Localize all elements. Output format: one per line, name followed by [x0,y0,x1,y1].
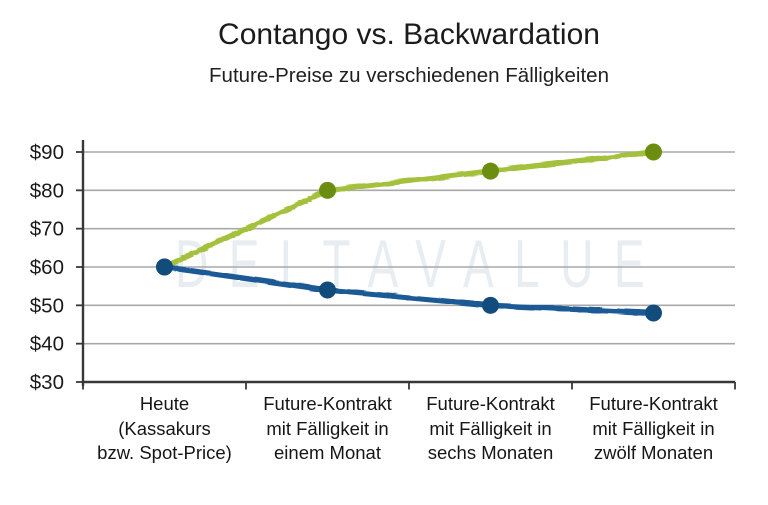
y-tick-label: $80 [30,179,64,202]
x-axis-label: Future-Kontrakt mit Fälligkeit in einem … [263,393,392,463]
y-tick-label: $90 [30,141,64,164]
y-tick-label: $30 [30,371,64,394]
watermark-text: DELTAVALUE [175,226,665,302]
data-point-contango [482,162,499,180]
chart-subtitle: Future-Preise zu verschiedenen Fälligkei… [209,64,609,87]
x-axis-label: Heute (Kassakurs bzw. Spot-Price) [97,393,232,463]
y-tick-label: $60 [30,256,64,279]
data-point-backwardation [645,304,662,322]
series-line-backwardation [161,264,657,316]
data-point-backwardation [319,281,336,299]
x-axis-label: Future-Kontrakt mit Fälligkeit in zwölf … [589,393,718,463]
data-point-contango [319,181,336,199]
y-tick-label: $50 [30,294,64,317]
y-tick-label: $40 [30,333,64,356]
series-line-contango [161,149,657,270]
data-point-backwardation [482,296,499,314]
y-tick-label: $70 [30,218,64,241]
x-axis-labels: Heute (Kassakurs bzw. Spot-Price) Future-… [83,392,735,466]
x-axis-label: Future-Kontrakt mit Fälligkeit in sechs … [426,393,555,463]
data-point-backwardation [156,258,173,276]
data-point-contango [645,143,662,161]
chart-title: Contango vs. Backwardation [218,18,600,51]
